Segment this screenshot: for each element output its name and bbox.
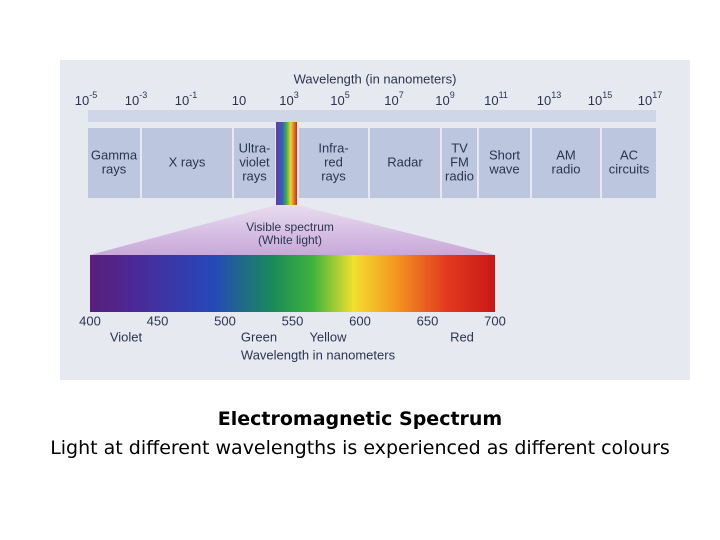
scale-base: 10 <box>588 93 602 108</box>
band-label: X rays <box>169 154 206 169</box>
band-label: Gamma <box>91 147 138 162</box>
colour-name: Violet <box>110 329 143 344</box>
diagram: Wavelength (in nanometers) 10-5 10-3 10-1 1… <box>60 60 690 380</box>
scale-base: 10 <box>384 93 398 108</box>
band-label: rays <box>242 168 267 183</box>
scale-exp: 7 <box>399 90 404 100</box>
band-box <box>370 128 440 198</box>
scale-base: 10 <box>435 93 449 108</box>
visible-strip <box>276 122 297 205</box>
band-label: Radar <box>387 154 423 169</box>
scale-base: 10 <box>75 93 89 108</box>
spectrum <box>90 255 495 312</box>
band-label: wave <box>488 161 519 176</box>
scale-exp: 11 <box>499 90 508 100</box>
band-box <box>88 128 140 198</box>
colour-name: Green <box>241 329 277 344</box>
scale-exp: 5 <box>345 90 350 100</box>
visible-fan <box>90 205 495 255</box>
visible-label: Visible spectrum <box>246 220 334 234</box>
band-label: Infra- <box>318 140 348 155</box>
visible-label: (White light) <box>258 233 322 247</box>
nm-tick-label: 550 <box>282 313 304 328</box>
scale-label: 10-3 <box>125 90 147 108</box>
caption: Electromagnetic Spectrum Light at differ… <box>10 405 710 463</box>
scale-base: 10 <box>125 93 139 108</box>
band-label: TV <box>451 140 468 155</box>
band-box <box>142 128 232 198</box>
band-label: violet <box>239 154 270 169</box>
scale-label: 109 <box>435 90 454 108</box>
scale-base: 10 <box>175 93 189 108</box>
caption-title: Electromagnetic Spectrum <box>217 408 503 430</box>
nm-axis-title: Wavelength in nanometers <box>241 347 396 362</box>
caption-text: Light at different wavelengths is experi… <box>50 437 670 459</box>
nm-tick-label: 400 <box>79 313 101 328</box>
scale-exp: -1 <box>189 90 197 100</box>
nm-tick-label: 450 <box>147 313 169 328</box>
band-label: red <box>324 154 343 169</box>
band-label: AM <box>556 147 576 162</box>
scale-base: 10 <box>330 93 344 108</box>
scale-exp: 9 <box>450 90 455 100</box>
scale-exp: 13 <box>551 90 561 100</box>
scale-label: 1015 <box>588 90 612 108</box>
scale-label: 10-5 <box>75 90 97 108</box>
nm-tick-label: 650 <box>417 313 439 328</box>
scale-base: 10 <box>279 93 293 108</box>
band-label: AC <box>620 147 638 162</box>
band-box <box>602 128 656 198</box>
scale-exp: 15 <box>602 90 612 100</box>
band-label: circuits <box>609 161 650 176</box>
scale-exp: -5 <box>89 90 97 100</box>
scale-label: 105 <box>330 90 349 108</box>
band-label: rays <box>321 168 346 183</box>
scale-exp: 17 <box>652 90 662 100</box>
scale-base: 10 <box>638 93 652 108</box>
band-label: radio <box>552 161 581 176</box>
scale-label: 1013 <box>537 90 561 108</box>
nm-tick-label: 500 <box>214 313 236 328</box>
band-box <box>234 128 275 198</box>
scale-base: 10 <box>232 93 246 108</box>
band-label: FM <box>450 154 469 169</box>
band-label: Ultra- <box>239 140 271 155</box>
scale-label: 10-1 <box>175 90 197 108</box>
band-label: Short <box>489 147 520 162</box>
scale-exp: -3 <box>139 90 147 100</box>
band-box <box>532 128 600 198</box>
scale-label: 10 <box>232 93 246 108</box>
band-box <box>479 128 530 198</box>
nm-tick-label: 700 <box>484 313 506 328</box>
colour-name: Red <box>450 329 474 344</box>
colour-name: Yellow <box>309 329 347 344</box>
nm-tick-label: 600 <box>349 313 371 328</box>
scale-label: 1017 <box>638 90 662 108</box>
band-box <box>442 128 477 198</box>
scale-strip <box>88 110 656 122</box>
scale-exp: 3 <box>294 90 299 100</box>
scale-base: 10 <box>537 93 551 108</box>
scale-label: 103 <box>279 90 298 108</box>
band-label: rays <box>102 161 127 176</box>
scale-base: 10 <box>484 93 498 108</box>
scale-label: 107 <box>384 90 403 108</box>
band-box <box>299 128 368 198</box>
scale-title: Wavelength (in nanometers) <box>294 71 457 86</box>
scale-label: 1011 <box>484 90 508 108</box>
band-label: radio <box>445 168 474 183</box>
